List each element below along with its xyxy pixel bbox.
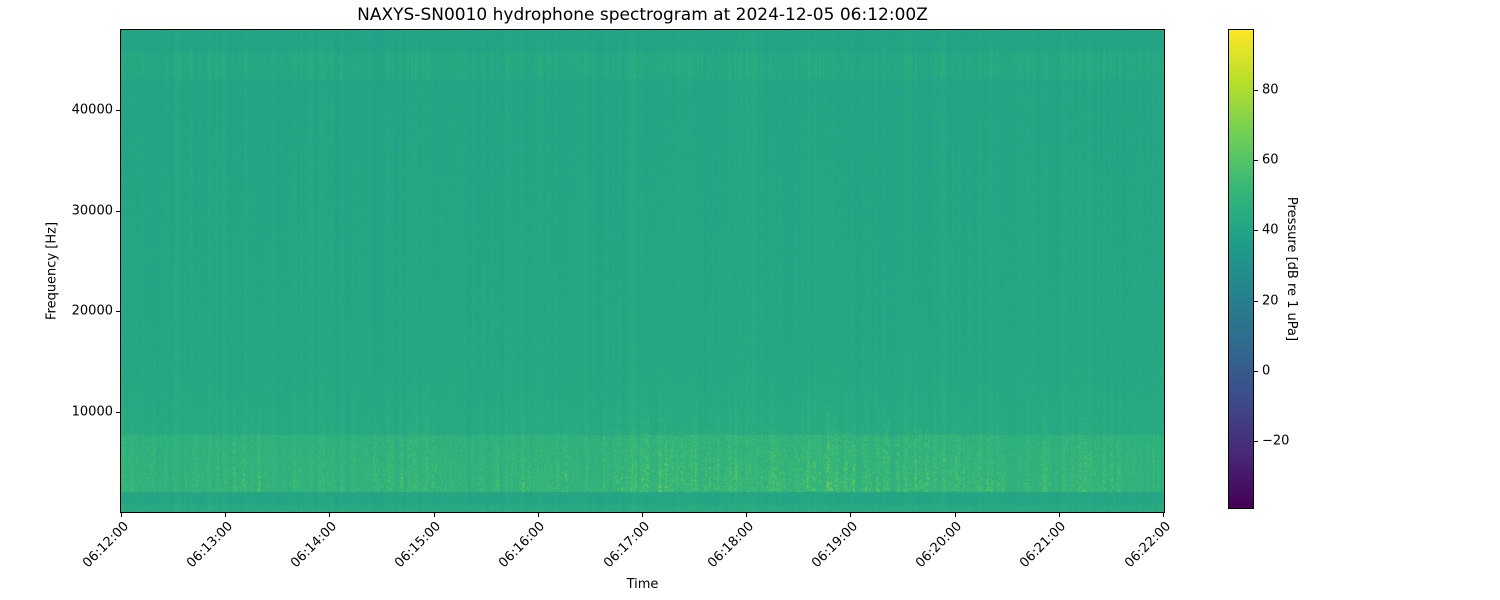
y-tick-mark [116,210,120,212]
colorbar-tick-label: 40 [1262,222,1279,238]
colorbar-tick-mark [1254,370,1258,372]
x-tick-label: 06:17:00 [600,519,653,571]
colorbar-label: Pressure [dB re 1 uPa] [1284,196,1299,342]
spectrogram-canvas [121,30,1164,512]
x-tick-label: 06:13:00 [183,519,236,571]
x-tick-mark [1163,513,1164,517]
x-tick-mark [1058,513,1060,517]
x-tick-label: 06:21:00 [1017,519,1070,571]
x-tick-label: 06:18:00 [704,519,757,571]
colorbar-tick-label: 80 [1262,82,1279,98]
x-tick-mark [225,513,227,517]
x-tick-mark [537,513,539,517]
colorbar-tick-mark [1254,300,1258,302]
colorbar-tick-label: 60 [1262,152,1279,168]
x-tick-mark [746,513,748,517]
colorbar-tick-mark [1254,230,1258,232]
x-tick-mark [954,513,956,517]
colorbar-tick-label: −20 [1262,433,1290,449]
x-tick-label: 06:12:00 [79,519,132,571]
colorbar-tick-mark [1254,441,1258,443]
x-tick-mark [642,513,643,517]
x-tick-mark [850,513,852,517]
x-tick-label: 06:20:00 [913,519,966,571]
colorbar-tick-label: 20 [1262,293,1279,309]
x-tick-label: 06:15:00 [392,519,445,571]
colorbar-canvas [1229,30,1253,508]
colorbar [1228,29,1254,509]
x-tick-label: 06:22:00 [1121,519,1174,571]
x-tick-mark [121,513,122,517]
y-tick-mark [116,311,120,313]
x-axis-label: Time [626,577,659,592]
y-tick-mark [116,110,120,112]
x-tick-label: 06:19:00 [809,519,861,571]
colorbar-tick-label: 0 [1262,363,1271,379]
x-tick-mark [433,513,435,517]
x-tick-mark [329,513,331,517]
chart-title: NAXYS-SN0010 hydrophone spectrogram at 2… [357,5,928,25]
spectrogram-plot [120,29,1165,513]
y-tick-label: 10000 [71,404,113,420]
y-axis-label: Frequency [Hz] [44,221,60,321]
y-tick-label: 30000 [71,203,113,219]
y-tick-mark [116,411,120,413]
x-tick-label: 06:16:00 [496,519,549,571]
y-tick-label: 40000 [71,102,113,118]
colorbar-tick-mark [1254,160,1258,162]
x-tick-label: 06:14:00 [288,519,340,571]
colorbar-tick-mark [1254,89,1258,91]
y-tick-label: 20000 [71,303,113,319]
